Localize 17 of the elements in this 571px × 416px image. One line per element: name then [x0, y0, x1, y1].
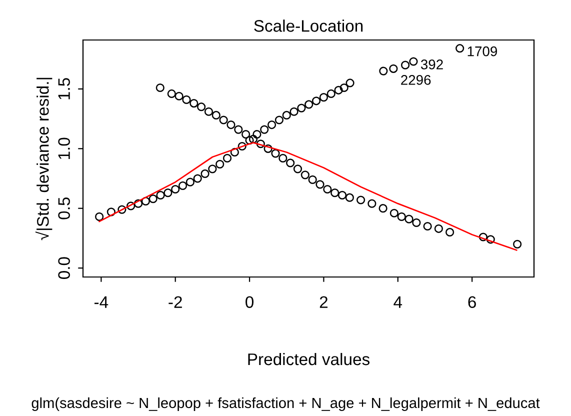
- x-tick-label: 2: [320, 296, 328, 308]
- chart-title: Scale-Location: [254, 20, 363, 32]
- x-tick-label: -2: [168, 296, 182, 308]
- y-tick-label: 1.5: [58, 78, 70, 100]
- text: glm(sasdesire ~ N_leopop + fsatisfaction + N_age + N_legalpermit + N_educat: [32, 397, 540, 412]
- annotation: 1709: [468, 46, 498, 56]
- x-tick-label: 4: [394, 296, 402, 308]
- y-tick-label: 1.0: [58, 138, 70, 159]
- annotation: 392: [420, 60, 443, 70]
- annotation: 2296: [401, 75, 431, 85]
- x-axis-title: Predicted values: [248, 352, 370, 366]
- y-axis-title: √|Std. deviance resid.|: [35, 78, 52, 240]
- x-tick-label: -4: [94, 296, 108, 308]
- x-tick-label: 6: [468, 296, 476, 308]
- x-tick-label: 0: [246, 296, 254, 308]
- y-tick-label: 0.5: [58, 197, 70, 220]
- y-tick-label: 0.0: [58, 257, 70, 279]
